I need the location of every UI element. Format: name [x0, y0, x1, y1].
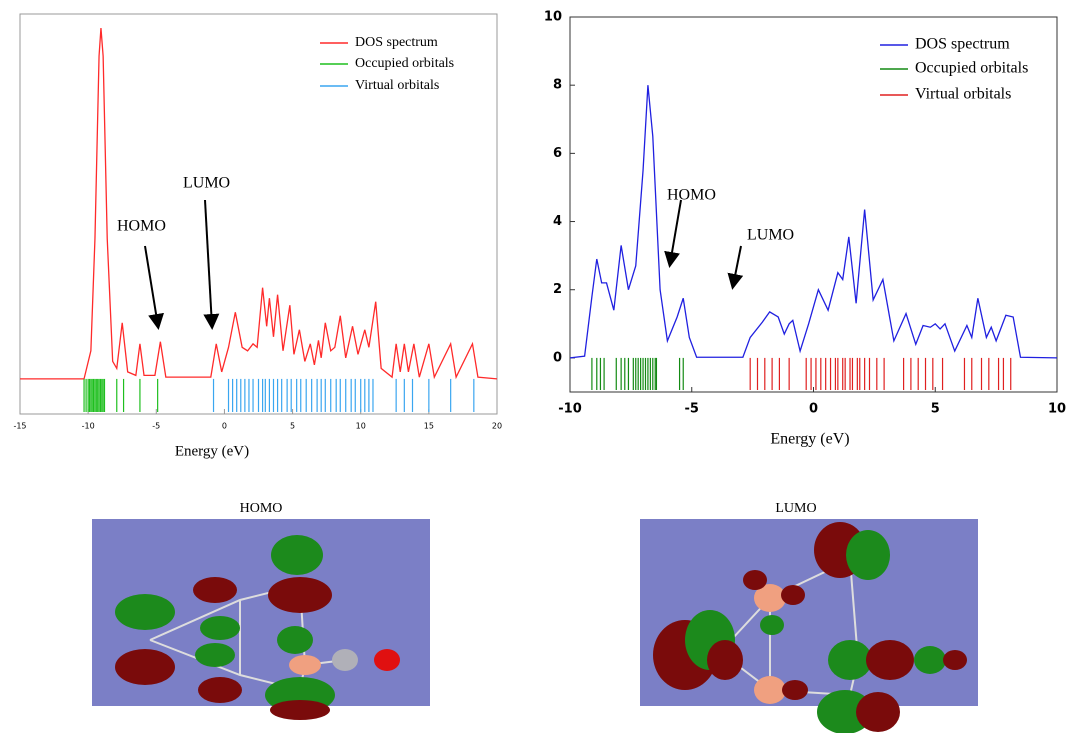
legend-label: DOS spectrum	[915, 36, 1010, 53]
legend-label: Occupied orbitals	[355, 56, 454, 71]
figure-caption: LUMO	[775, 501, 816, 516]
plot-frame	[19, 13, 498, 415]
annotation: HOMO	[117, 218, 166, 235]
annotation: HOMO	[667, 187, 716, 204]
x-axis-label: Energy (eV)	[770, 431, 849, 448]
x-tick-label: 10	[1048, 402, 1066, 417]
annotation-arrow	[203, 199, 220, 330]
y-tick-label: 6	[553, 146, 562, 161]
x-tick-label: 15	[424, 422, 434, 431]
x-tick-label: 5	[931, 402, 940, 417]
y-tick-label: 0	[553, 350, 562, 365]
y-tick-label: 10	[544, 10, 562, 25]
annotation: LUMO	[183, 175, 230, 192]
x-tick-label: -15	[13, 422, 26, 431]
legend-label: Virtual orbitals	[355, 78, 439, 93]
x-tick-label: -10	[82, 422, 95, 431]
x-tick-label: 0	[809, 402, 818, 417]
x-tick-label: -10	[558, 402, 582, 417]
legend-label: DOS spectrum	[355, 35, 438, 50]
x-tick-label: 0	[222, 422, 227, 431]
y-tick-label: 4	[553, 214, 562, 229]
figure-caption: HOMO	[240, 501, 283, 516]
dos-line	[20, 27, 498, 380]
x-tick-label: 5	[290, 422, 295, 431]
x-tick-label: 10	[356, 422, 366, 431]
x-tick-label: -5	[152, 422, 160, 431]
y-tick-label: 8	[553, 78, 562, 93]
y-tick-label: 2	[553, 282, 562, 297]
legend-label: Occupied orbitals	[915, 60, 1028, 77]
annotation: LUMO	[747, 227, 794, 244]
orbital-image	[92, 519, 430, 720]
legend-label: Virtual orbitals	[915, 86, 1011, 103]
annotation-arrow	[727, 245, 744, 290]
annotation-arrow	[144, 245, 164, 330]
dos-line	[569, 85, 1058, 359]
x-tick-label: -5	[685, 402, 699, 417]
annotation-arrow	[664, 199, 682, 268]
x-axis-label: Energy (eV)	[175, 443, 249, 459]
orbital-image	[640, 519, 978, 733]
x-tick-label: 20	[492, 422, 502, 431]
